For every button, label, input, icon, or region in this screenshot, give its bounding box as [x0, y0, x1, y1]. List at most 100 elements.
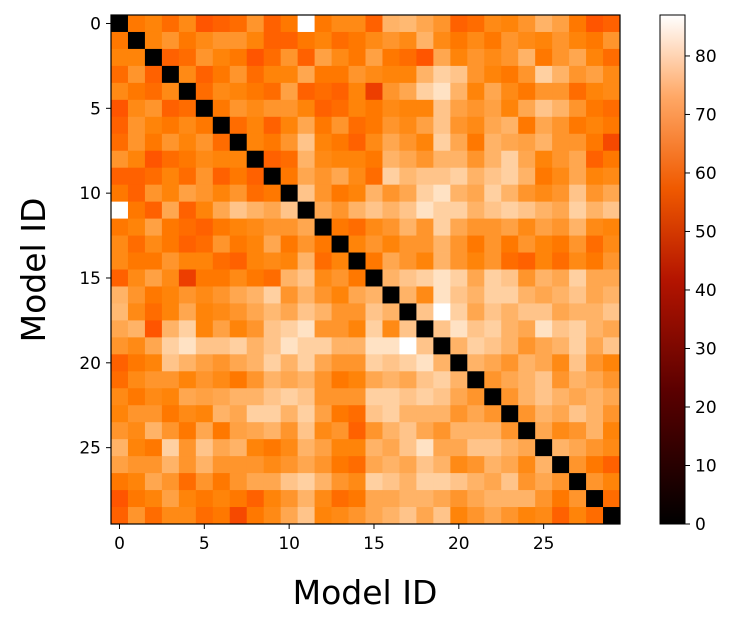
heatmap-cell	[246, 15, 265, 33]
heatmap-cell	[280, 65, 299, 84]
heatmap-cell	[535, 405, 553, 423]
heatmap-cell	[161, 303, 180, 321]
heatmap-cell	[246, 490, 265, 508]
heatmap-cell	[586, 201, 604, 219]
heatmap-cell	[399, 15, 417, 33]
heatmap-cell	[416, 422, 434, 440]
heatmap-cell	[450, 99, 468, 118]
heatmap-cell	[246, 99, 265, 118]
heatmap-cell	[501, 490, 519, 508]
heatmap-cell	[212, 99, 231, 118]
heatmap-cell	[365, 167, 383, 186]
heatmap-cell	[416, 269, 434, 287]
heatmap-cell	[246, 184, 265, 203]
heatmap-cell	[450, 405, 468, 423]
heatmap-cell	[111, 286, 129, 304]
heatmap-cell	[127, 473, 146, 491]
heatmap-cell	[586, 320, 604, 338]
heatmap-cell	[484, 167, 502, 186]
heatmap-cell	[331, 507, 349, 525]
heatmap-cell	[501, 99, 519, 118]
heatmap-cell	[195, 65, 214, 84]
heatmap-cell	[518, 286, 536, 304]
heatmap-cell	[111, 65, 129, 84]
heatmap-cell	[280, 490, 299, 508]
heatmap-cell	[484, 82, 502, 101]
heatmap-cell	[501, 405, 519, 423]
heatmap-cell	[433, 133, 451, 152]
heatmap-cell	[178, 235, 197, 253]
heatmap-cell	[331, 48, 349, 67]
heatmap-cell	[314, 99, 332, 118]
heatmap-cell	[348, 354, 366, 372]
heatmap-cell	[331, 99, 349, 118]
heatmap-cell	[501, 473, 519, 491]
heatmap-cell	[501, 31, 519, 50]
heatmap-cell	[111, 31, 129, 50]
heatmap-cell	[586, 218, 604, 236]
heatmap-cell	[314, 184, 332, 203]
heatmap-cell	[348, 422, 366, 440]
heatmap-cell	[331, 167, 349, 186]
heatmap-cell	[212, 303, 231, 321]
heatmap-cell	[399, 439, 417, 457]
heatmap-cell	[314, 218, 332, 236]
heatmap-cell	[433, 167, 451, 186]
heatmap-cell	[586, 252, 604, 270]
heatmap-cell	[229, 133, 248, 152]
heatmap-cell	[518, 354, 536, 372]
heatmap-cell	[416, 490, 434, 508]
heatmap-cell	[603, 201, 621, 219]
heatmap-cell	[297, 473, 315, 491]
heatmap-cell	[399, 337, 417, 355]
heatmap-cell	[178, 456, 197, 474]
heatmap-cell	[195, 167, 214, 186]
heatmap-cell	[111, 422, 129, 440]
heatmap-cell	[144, 422, 163, 440]
heatmap-cell	[178, 388, 197, 406]
heatmap-cell	[297, 371, 315, 389]
heatmap-cell	[331, 150, 349, 169]
heatmap-cell	[365, 405, 383, 423]
heatmap-cell	[518, 82, 536, 101]
heatmap-cell	[552, 422, 570, 440]
heatmap-cell	[484, 252, 502, 270]
heatmap-cell	[586, 354, 604, 372]
heatmap-cell	[552, 133, 570, 152]
heatmap-cell	[586, 48, 604, 67]
heatmap-cell	[552, 303, 570, 321]
heatmap-cell	[433, 456, 451, 474]
heatmap-cell	[382, 507, 400, 525]
heatmap-cell	[365, 31, 383, 50]
heatmap-cell	[161, 116, 180, 135]
heatmap-cell	[467, 201, 485, 219]
heatmap-cell	[552, 320, 570, 338]
heatmap-cell	[416, 507, 434, 525]
heatmap-cell	[552, 82, 570, 101]
heatmap-cell	[297, 65, 315, 84]
heatmap-cell	[569, 48, 587, 67]
heatmap-cell	[399, 507, 417, 525]
heatmap-cell	[467, 456, 485, 474]
heatmap-cell	[569, 354, 587, 372]
heatmap-cell	[348, 507, 366, 525]
heatmap-cell	[535, 133, 553, 152]
heatmap-cell	[280, 218, 299, 236]
heatmap-cell	[127, 354, 146, 372]
tick-label: 40	[695, 281, 717, 301]
heatmap-cell	[365, 99, 383, 118]
heatmap-cell	[195, 252, 214, 270]
heatmap-cell	[178, 354, 197, 372]
heatmap-cell	[586, 167, 604, 186]
heatmap-cell	[246, 473, 265, 491]
heatmap-cell	[331, 201, 349, 219]
heatmap-cell	[467, 218, 485, 236]
heatmap-cell	[450, 354, 468, 372]
heatmap-cell	[297, 15, 315, 33]
heatmap-cell	[161, 354, 180, 372]
heatmap-cell	[603, 235, 621, 253]
heatmap-cell	[263, 286, 282, 304]
heatmap-cell	[229, 167, 248, 186]
heatmap-cell	[450, 473, 468, 491]
heatmap-cell	[586, 422, 604, 440]
